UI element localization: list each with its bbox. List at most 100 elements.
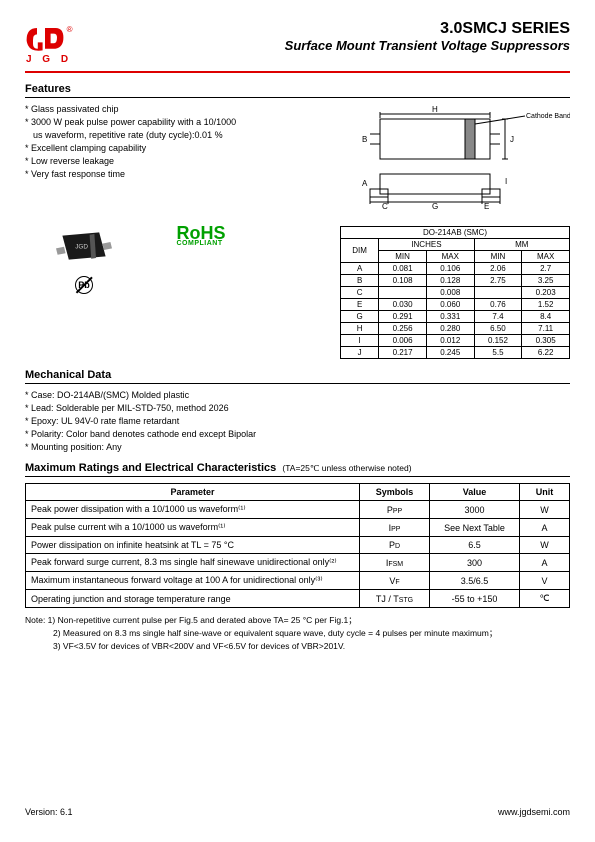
svg-text:I: I <box>505 177 507 186</box>
dim-cell: E <box>341 299 379 311</box>
unit-cell: W <box>520 501 570 519</box>
pb-free-icon: Pb <box>75 276 93 294</box>
dim-cell: 5.5 <box>474 347 522 359</box>
mech-item: Case: DO-214AB/(SMC) Molded plastic <box>25 390 570 400</box>
dim-cell: 0.008 <box>426 287 474 299</box>
features-row: Glass passivated chip3000 W peak pulse p… <box>25 104 570 216</box>
logo: ® J G D <box>25 20 73 65</box>
dim-cell: 0.245 <box>426 347 474 359</box>
dim-subcol: MIN <box>474 251 522 263</box>
ratings-header: Maximum Ratings and Electrical Character… <box>25 462 570 477</box>
dim-cell: 0.305 <box>522 335 570 347</box>
feature-item: us waveform, repetitive rate (duty cycle… <box>25 130 330 140</box>
value-cell: See Next Table <box>430 519 520 537</box>
ratings-col: Symbols <box>360 484 430 501</box>
feature-item: Very fast response time <box>25 169 330 179</box>
dim-col: INCHES <box>379 239 474 251</box>
svg-text:Cathode Band: Cathode Band <box>526 113 570 120</box>
value-cell: -55 to +150 <box>430 590 520 608</box>
symbol-cell: PPP <box>360 501 430 519</box>
feature-item: 3000 W peak pulse power capability with … <box>25 117 330 127</box>
chip-icon: JGD <box>55 226 113 266</box>
dim-cell: 3.25 <box>522 275 570 287</box>
ratings-col: Parameter <box>26 484 360 501</box>
dim-subcol: MAX <box>426 251 474 263</box>
symbol-cell: VF <box>360 572 430 590</box>
dim-cell: 1.52 <box>522 299 570 311</box>
title-block: 3.0SMCJ SERIES Surface Mount Transient V… <box>285 20 570 53</box>
mech-item: Lead: Solderable per MIL-STD-750, method… <box>25 403 570 413</box>
jgd-logo-icon: ® <box>25 20 73 52</box>
mech-item: Polarity: Color band denotes cathode end… <box>25 429 570 439</box>
dim-table-title: DO-214AB (SMC) <box>341 227 570 239</box>
dim-cell: 0.108 <box>379 275 427 287</box>
ratings-col: Value <box>430 484 520 501</box>
svg-text:JGD: JGD <box>75 243 88 250</box>
param-cell: Peak forward surge current, 8.3 ms singl… <box>26 554 360 572</box>
dim-cell: 2.75 <box>474 275 522 287</box>
rohs-badge: RoHS COMPLIANT <box>177 226 277 247</box>
dim-cell: B <box>341 275 379 287</box>
svg-text:H: H <box>432 105 438 114</box>
rohs-text: RoHS <box>177 226 277 240</box>
dim-cell: 7.4 <box>474 311 522 323</box>
note-2: 2) Measured on 8.3 ms single half sine-w… <box>25 627 570 640</box>
dim-cell: J <box>341 347 379 359</box>
ratings-table: Parameter Symbols Value Unit Peak power … <box>25 483 570 608</box>
dim-cell <box>474 287 522 299</box>
dim-cell: 0.331 <box>426 311 474 323</box>
value-cell: 3000 <box>430 501 520 519</box>
param-cell: Power dissipation on infinite heatsink a… <box>26 537 360 554</box>
symbol-cell: TJ / TSTG <box>360 590 430 608</box>
mechanical-header: Mechanical Data <box>25 369 570 384</box>
value-cell: 300 <box>430 554 520 572</box>
feature-item: Low reverse leakage <box>25 156 330 166</box>
dim-cell: 0.030 <box>379 299 427 311</box>
svg-text:®: ® <box>67 25 73 34</box>
param-cell: Peak power dissipation with a 10/1000 us… <box>26 501 360 519</box>
dim-cell: 2.06 <box>474 263 522 275</box>
dim-cell: 0.256 <box>379 323 427 335</box>
url: www.jgdsemi.com <box>498 807 570 817</box>
ratings-note: (TA=25℃ unless otherwise noted) <box>282 463 411 473</box>
mechanical-list: Case: DO-214AB/(SMC) Molded plastic Lead:… <box>25 390 570 452</box>
dim-cell: A <box>341 263 379 275</box>
dim-cell: 0.081 <box>379 263 427 275</box>
dim-cell: 0.76 <box>474 299 522 311</box>
dim-cell: 0.203 <box>522 287 570 299</box>
notes: Note: 1) Non-repetitive current pulse pe… <box>25 614 570 652</box>
mech-item: Epoxy: UL 94V-0 rate flame retardant <box>25 416 570 426</box>
ratings-col: Unit <box>520 484 570 501</box>
dim-cell: I <box>341 335 379 347</box>
dim-cell: 6.50 <box>474 323 522 335</box>
dim-cell: 0.006 <box>379 335 427 347</box>
param-cell: Maximum instantaneous forward voltage at… <box>26 572 360 590</box>
note-1: Note: 1) Non-repetitive current pulse pe… <box>25 614 570 627</box>
features-header: Features <box>25 83 570 98</box>
rohs-sub: COMPLIANT <box>177 240 277 247</box>
symbol-cell: IPP <box>360 519 430 537</box>
dimensions-table: DO-214AB (SMC) DIM INCHES MM MIN MAX MIN… <box>340 226 570 359</box>
dim-cell: 0.060 <box>426 299 474 311</box>
features-list: Glass passivated chip3000 W peak pulse p… <box>25 104 330 216</box>
unit-cell: W <box>520 537 570 554</box>
svg-text:E: E <box>484 202 489 211</box>
dim-cell: H <box>341 323 379 335</box>
dim-cell: G <box>341 311 379 323</box>
feature-item: Excellent clamping capability <box>25 143 330 153</box>
note-3: 3) VF<3.5V for devices of VBR<200V and V… <box>25 640 570 653</box>
dim-cell: 7.11 <box>522 323 570 335</box>
dim-cell <box>379 287 427 299</box>
value-cell: 6.5 <box>430 537 520 554</box>
svg-text:B: B <box>362 135 367 144</box>
ratings-title: Maximum Ratings and Electrical Character… <box>25 462 276 474</box>
footer: Version: 6.1 www.jgdsemi.com <box>25 807 570 817</box>
unit-cell: A <box>520 554 570 572</box>
dim-subcol: MAX <box>522 251 570 263</box>
dim-cell: C <box>341 287 379 299</box>
param-cell: Peak pulse current wih a 10/1000 us wave… <box>26 519 360 537</box>
unit-cell: V <box>520 572 570 590</box>
dim-cell: 0.128 <box>426 275 474 287</box>
chip-block: JGD Pb <box>25 226 113 294</box>
logo-text: J G D <box>26 54 72 65</box>
